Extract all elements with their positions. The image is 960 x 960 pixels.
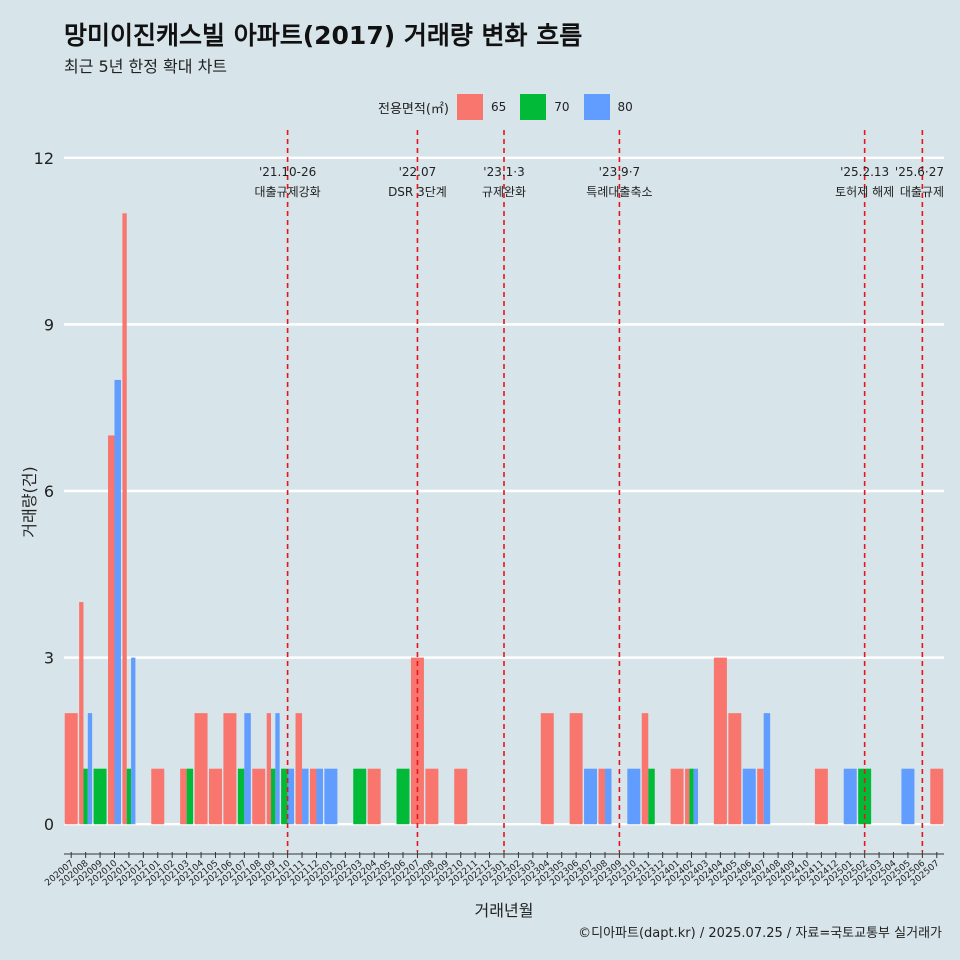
bar-202306-65	[569, 713, 583, 825]
bar-202010-65	[108, 435, 115, 825]
bar-202008-70	[83, 768, 88, 825]
legend-title: 전용면적(㎡)	[378, 101, 449, 117]
bar-202010-80	[114, 379, 121, 825]
bar-202110-70	[281, 768, 288, 825]
event-label-1: DSR 3단계	[388, 185, 447, 199]
bar-202507-65	[930, 768, 944, 825]
chart-subtitle: 최근 5년 한정 확대 차트	[64, 57, 228, 76]
bar-202101-65	[151, 768, 165, 825]
bar-202203-70	[353, 768, 367, 825]
bar-202109-70	[271, 768, 276, 825]
bar-202111-80	[302, 768, 309, 825]
bar-202401-65	[670, 768, 684, 825]
bar-202402-65	[685, 768, 690, 825]
y-tick-label-0: 0	[44, 815, 54, 834]
event-label-5: 대출규제	[900, 185, 944, 199]
bar-202009-70	[93, 768, 107, 825]
bar-202011-70	[126, 768, 132, 825]
bar-202210-65	[454, 768, 468, 825]
legend: 전용면적(㎡) 65 70 80	[378, 92, 647, 122]
event-date-3: '23.9·7	[599, 165, 640, 179]
bar-202011-80	[131, 657, 136, 825]
bar-202109-80	[275, 713, 280, 825]
y-tick-label-6: 6	[44, 482, 54, 501]
bar-202011-65	[122, 213, 127, 825]
bar-202108-65	[252, 768, 266, 825]
bar-202406-80	[742, 768, 756, 825]
bar-202505-80	[901, 768, 915, 825]
chart-title: 망미이진캐스빌 아파트(2017) 거래량 변화 흐름	[64, 21, 583, 50]
bar-202404-65	[713, 657, 727, 825]
event-label-2: 규제완화	[482, 185, 526, 199]
bar-202311-65	[641, 713, 649, 825]
y-tick-label-3: 3	[44, 649, 54, 668]
bar-202501-80	[843, 768, 857, 825]
bar-202304-65	[540, 713, 554, 825]
bar-202109-65	[266, 713, 272, 825]
legend-item-65: 65	[456, 94, 507, 120]
bar-202204-65	[367, 768, 381, 825]
bar-202008-80	[87, 713, 93, 825]
bar-202112-80	[316, 768, 323, 825]
legend-label-80: 80	[617, 100, 633, 114]
y-tick-label-9: 9	[44, 315, 54, 334]
source-caption: ©디아파트(dapt.kr) / 2025.07.25 / 자료=국토교통부 실…	[578, 926, 942, 941]
bar-202207-65	[410, 657, 424, 825]
event-label-3: 특례대출축소	[586, 185, 652, 199]
legend-item-70: 70	[520, 94, 570, 120]
bar-202311-70	[648, 768, 655, 825]
y-tick-label-12: 12	[34, 149, 54, 168]
legend-swatch-80	[583, 94, 610, 120]
bar-202007-65	[64, 713, 78, 825]
bar-202308-65	[598, 768, 605, 825]
bar-202112-65	[309, 768, 317, 825]
bar-202402-70	[689, 768, 694, 825]
event-label-4: 토허제 해제	[835, 185, 894, 199]
event-date-0: '21.10-26	[259, 165, 316, 179]
bar-202201-80	[324, 768, 338, 825]
bar-202407-80	[763, 713, 771, 825]
x-axis-title: 거래년월	[474, 901, 534, 920]
bar-202107-80	[244, 713, 251, 825]
y-axis-title: 거래량(건)	[20, 466, 39, 538]
event-date-2: '23.1·3	[483, 165, 524, 179]
bar-202106-65	[223, 713, 237, 825]
bar-202110-80	[287, 768, 295, 825]
bar-202405-65	[728, 713, 742, 825]
legend-label-70: 70	[554, 100, 570, 114]
bar-202208-65	[425, 768, 439, 825]
bar-202111-65	[295, 713, 303, 825]
bar-202310-80	[627, 768, 641, 825]
event-date-5: '25.6·27	[895, 165, 944, 179]
legend-item-80: 80	[583, 94, 633, 120]
legend-swatch-65	[456, 94, 483, 120]
legend-swatch-70	[520, 94, 547, 120]
bar-202307-80	[584, 768, 598, 825]
event-label-0: 대출규제강화	[254, 185, 320, 199]
event-date-4: '25.2.13	[840, 165, 889, 179]
bar-202104-65	[194, 713, 208, 825]
bar-202107-70	[237, 768, 245, 825]
bar-202008-65	[79, 602, 84, 825]
bar-202407-65	[757, 768, 764, 825]
bar-202411-65	[814, 768, 828, 825]
bar-202103-70	[186, 768, 194, 825]
bar-202206-70	[396, 768, 410, 825]
bar-202402-80	[693, 768, 699, 825]
event-date-1: '22.07	[399, 165, 437, 179]
bar-202308-80	[604, 768, 612, 825]
bar-202105-65	[208, 768, 222, 825]
bar-202103-65	[180, 768, 187, 825]
legend-label-65: 65	[490, 100, 507, 114]
